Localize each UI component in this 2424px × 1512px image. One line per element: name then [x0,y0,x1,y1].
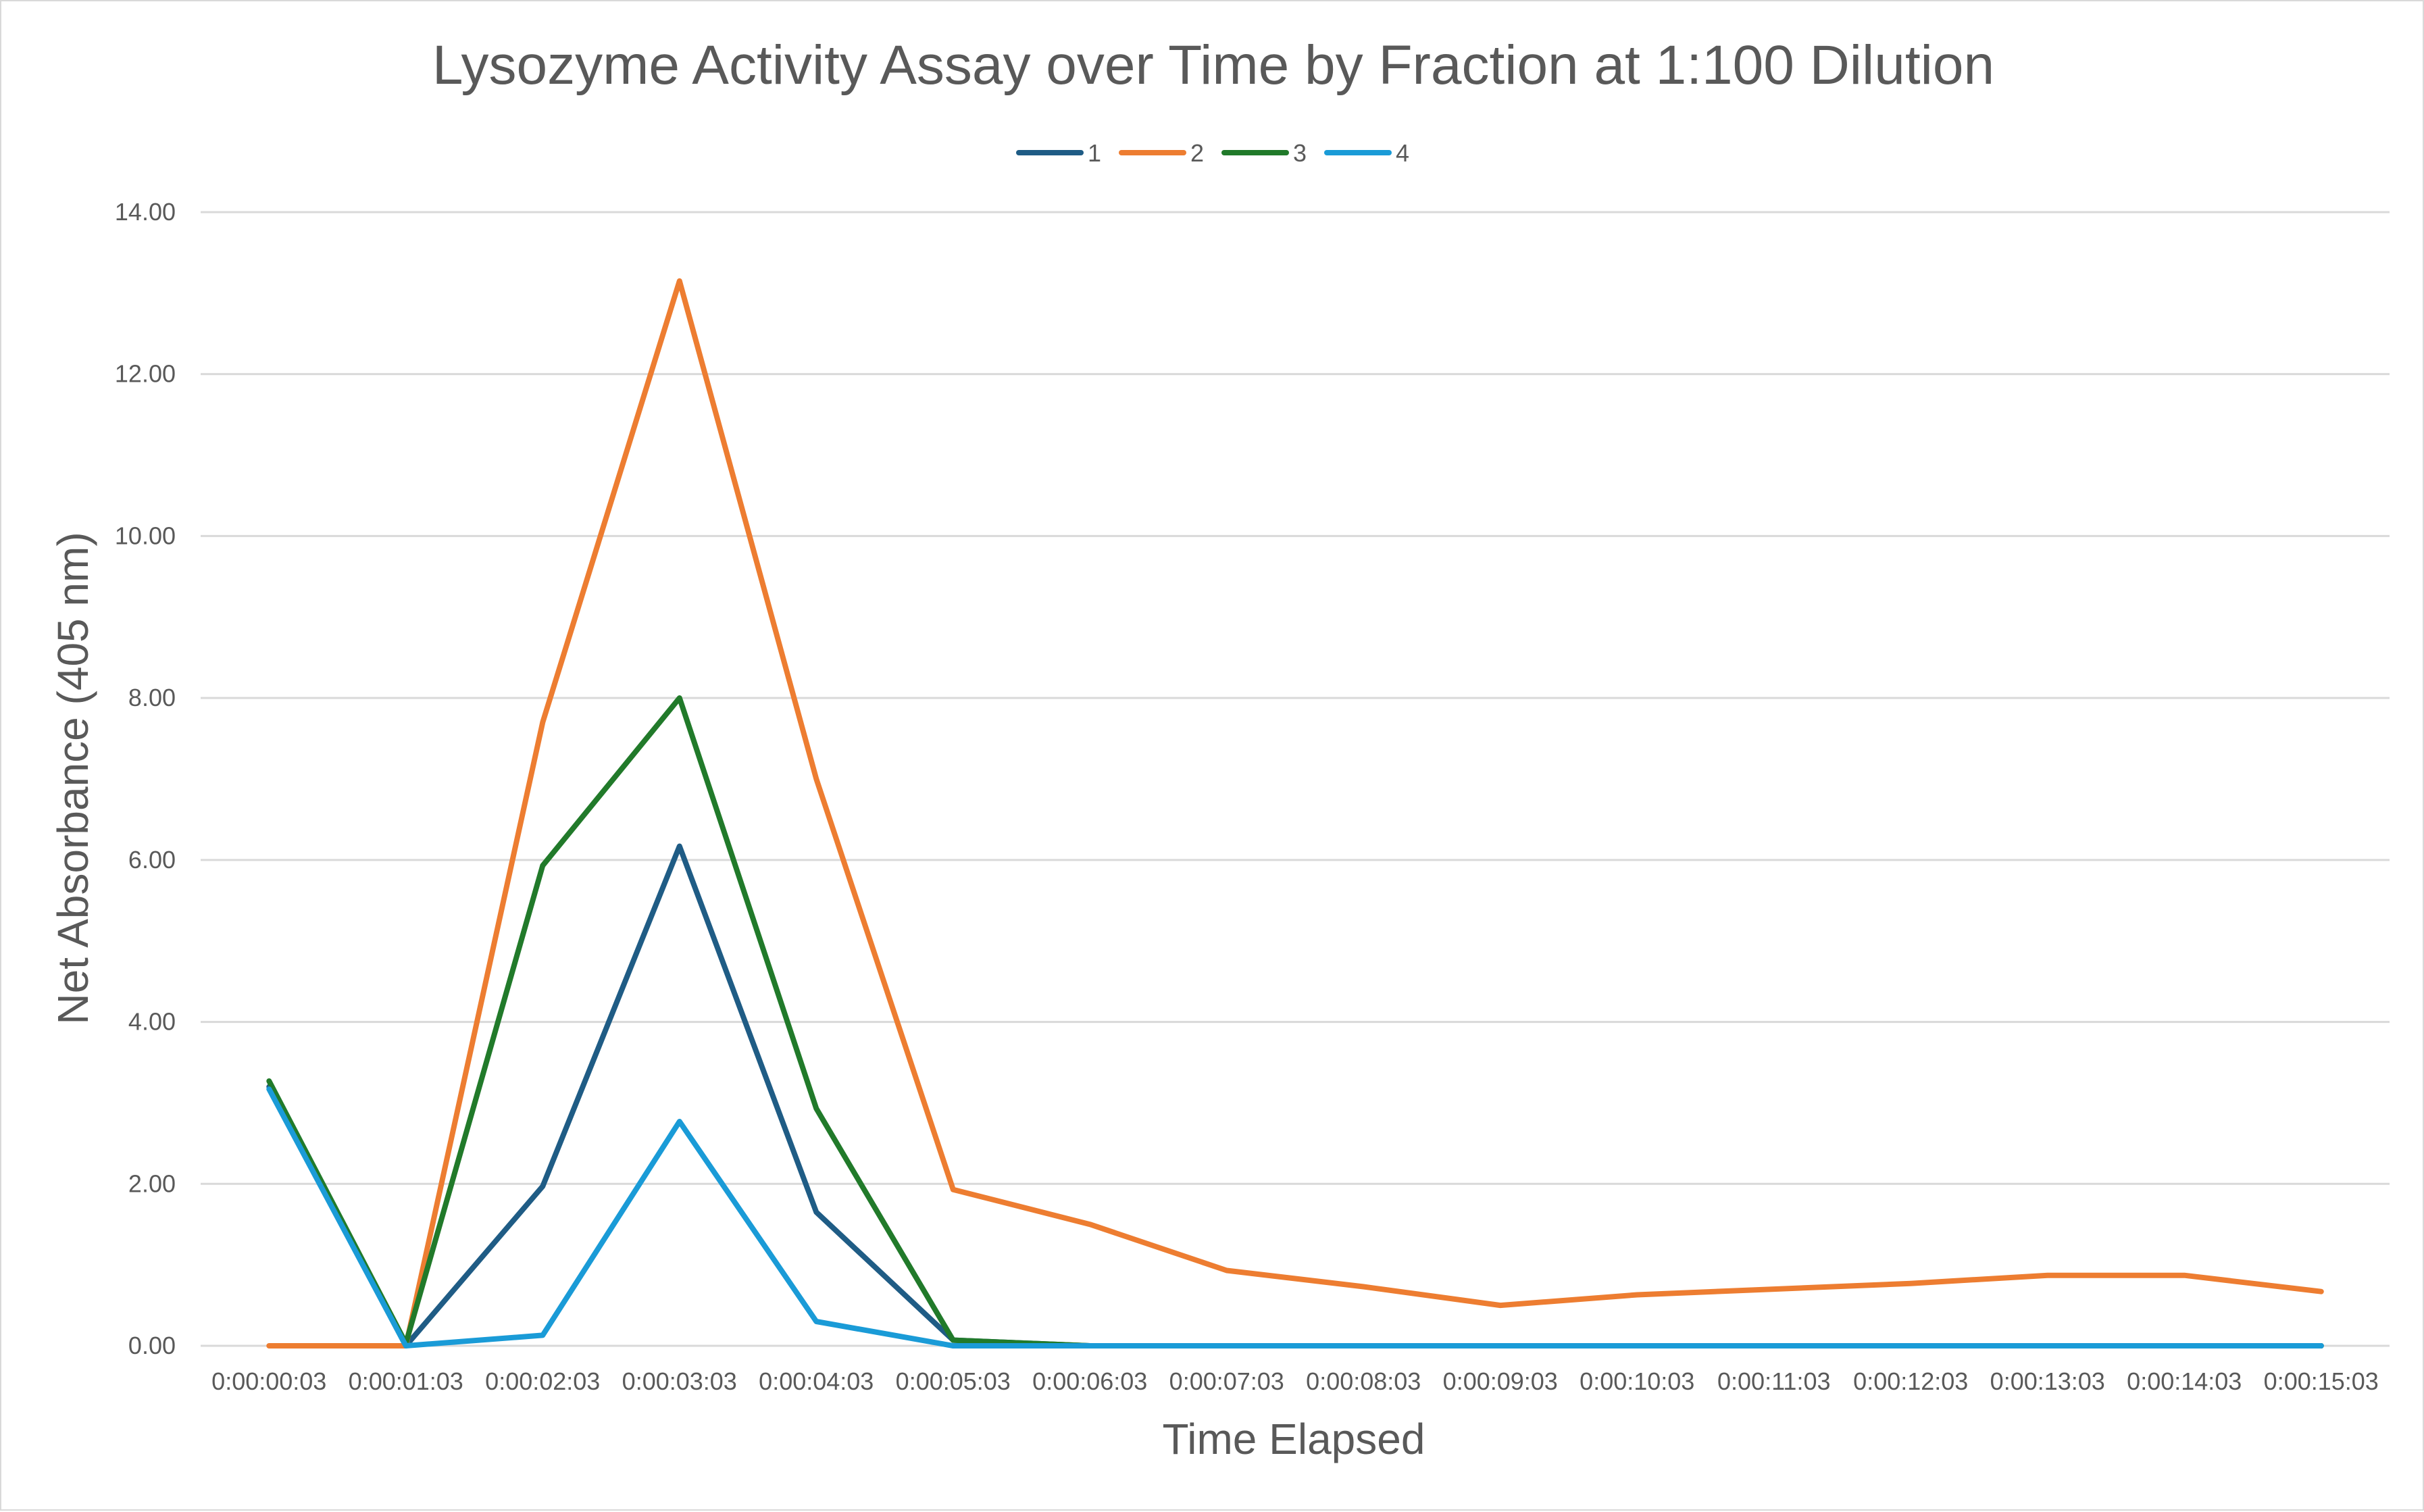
y-tick-label: 10.00 [115,522,176,549]
legend: 1 2 3 4 [1016,139,1409,167]
legend-label: 3 [1293,139,1307,167]
y-tick-label: 6.00 [128,846,176,874]
x-axis-ticks: 0:00:00:03 0:00:01:03 0:00:02:03 0:00:03:03… [211,1367,2379,1395]
x-tick-label: 0:00:09:03 [1443,1367,1558,1395]
x-tick-label: 0:00:07:03 [1169,1367,1284,1395]
x-tick-label: 0:00:02:03 [485,1367,600,1395]
y-axis-ticks: 0.00 2.00 4.00 6.00 8.00 10.00 12.00 14.00 [115,198,176,1359]
x-tick-label: 0:00:14:03 [2127,1367,2242,1395]
x-tick-label: 0:00:06:03 [1032,1367,1147,1395]
y-tick-label: 14.00 [115,198,176,226]
x-tick-label: 0:00:10:03 [1580,1367,1694,1395]
series-4-line [266,1086,2324,1349]
x-tick-label: 0:00:00:03 [211,1367,326,1395]
y-tick-label: 0.00 [128,1332,176,1359]
series-group [266,278,2324,1349]
x-tick-label: 0:00:15:03 [2264,1367,2379,1395]
series-2-line [266,278,2324,1349]
y-tick-label: 2.00 [128,1169,176,1197]
x-tick-label: 0:00:13:03 [1990,1367,2105,1395]
x-tick-label: 0:00:12:03 [1853,1367,1968,1395]
y-tick-label: 8.00 [128,684,176,711]
legend-label: 1 [1088,139,1101,167]
x-tick-label: 0:00:08:03 [1306,1367,1421,1395]
x-tick-label: 0:00:04:03 [759,1367,874,1395]
y-tick-label: 4.00 [128,1008,176,1036]
x-tick-label: 0:00:03:03 [622,1367,737,1395]
x-tick-label: 0:00:05:03 [896,1367,1011,1395]
y-tick-label: 12.00 [115,360,176,388]
series-1-line [266,843,2324,1349]
x-tick-label: 0:00:01:03 [349,1367,463,1395]
legend-label: 2 [1190,139,1204,167]
x-axis-title: Time Elapsed [1163,1415,1425,1463]
legend-label: 4 [1396,139,1409,167]
x-tick-label: 0:00:11:03 [1717,1367,1830,1395]
chart-title: Lysozyme Activity Assay over Time by Fra… [432,34,1994,96]
y-axis-title: Net Absorbance (405 nm) [49,532,97,1024]
